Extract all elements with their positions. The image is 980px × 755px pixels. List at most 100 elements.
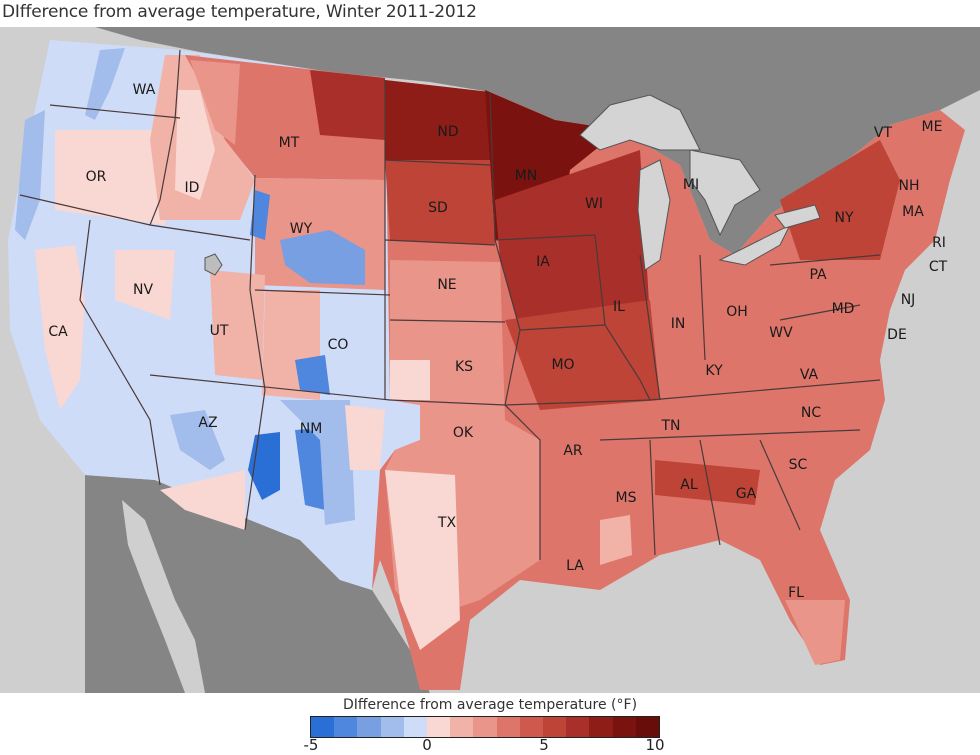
state-label-az: AZ [198,415,218,431]
region-co-cool [295,355,330,395]
state-label-ia: IA [536,254,550,270]
state-label-co: CO [327,337,349,353]
state-label-ut: UT [209,323,229,339]
legend-bin [589,717,613,737]
state-label-ar: AR [563,443,583,459]
legend-bin [543,717,567,737]
region-fl-south [785,600,845,665]
state-label-sd: SD [428,200,448,216]
legend-bin [427,717,451,737]
region-az-south [160,470,245,530]
state-label-nc: NC [800,405,822,421]
state-label-ga: GA [735,486,757,502]
legend-bin [496,717,520,737]
state-label-pa: PA [809,267,827,283]
map-canvas [8,27,980,693]
lake-michigan [637,159,671,271]
state-label-vt: VT [873,125,893,141]
state-label-ca: CA [48,324,68,340]
region-nm-cool [280,400,355,525]
state-label-wv: WV [769,325,793,341]
legend-bin [635,717,660,737]
state-label-ne: NE [437,277,457,293]
legend-bin [612,717,636,737]
state-label-sc: SC [788,457,808,473]
state-label-wa: WA [132,82,156,98]
state-label-nj: NJ [900,292,916,308]
lake-superior [579,94,701,151]
state-label-nd: ND [437,124,459,140]
legend-bin [334,717,358,737]
legend-tick-label: 10 [645,736,665,754]
state-label-ok: OK [452,425,474,441]
state-label-mo: MO [551,357,575,373]
state-label-al: AL [680,477,698,493]
gulf-of-california [122,500,205,693]
legend-bin [519,717,544,737]
state-label-wy: WY [289,221,313,237]
map-title: DIfference from average temperature, Win… [2,2,477,22]
state-label-ky: KY [705,363,723,379]
state-label-ri: RI [932,235,946,251]
legend-bin [380,717,404,737]
legend-bin [311,717,335,737]
region-ia-wi [495,150,650,330]
state-label-mi: MI [682,177,700,193]
state-borders [19,49,881,560]
lake-huron [689,149,761,237]
state-label-de: DE [887,327,907,343]
region-or-coast [15,110,45,240]
state-label-ks: KS [454,359,474,375]
state-label-tn: TN [661,418,681,434]
state-label-la: LA [566,558,584,574]
region-cascades [85,48,125,120]
state-label-fl: FL [788,585,804,601]
state-label-id: ID [184,180,200,196]
state-label-nh: NH [898,178,920,194]
legend-bin [357,717,381,737]
state-label-nv: NV [132,282,154,298]
state-label-va: VA [799,367,819,383]
state-label-mt: MT [278,135,300,151]
legend-tick-label: 5 [539,736,549,754]
lake-ontario [774,204,821,229]
region-id-inner [175,90,215,200]
legend-tick-label: 0 [422,736,432,754]
state-label-nm: NM [299,421,323,437]
temperature-anomaly-map: WA OR ID MT WY NV CA UT CO AZ NM ND SD NE KS OK TX MN IA MO… [0,27,980,693]
state-label-oh: OH [726,304,748,320]
region-ks-west [390,360,430,400]
great-salt-lake [204,253,223,276]
legend-tick-label: -5 [303,736,319,754]
region-nm-east [345,405,385,470]
state-label-ct: CT [928,259,948,275]
legend-colorbar [310,716,660,738]
state-label-md: MD [831,301,855,317]
state-label-wi: WI [585,196,603,212]
region-sd [385,160,495,245]
state-label-tx: TX [437,515,457,531]
region-tx-west [385,470,460,650]
legend-bin [403,717,428,737]
region-mt-ne [310,70,385,140]
state-label-mn: MN [514,168,538,184]
state-label-il: IL [613,299,625,315]
region-mo-il [505,300,660,410]
region-wy-west [250,190,270,240]
region-or-interior [55,130,170,225]
state-label-ny: NY [834,210,854,226]
region-ms-light [600,515,632,565]
state-label-in: IN [670,316,686,332]
region-nm-cold [295,428,325,510]
region-nv-north [115,250,175,320]
state-label-ma: MA [902,204,924,220]
canada-landmass [95,27,980,255]
state-label-or: OR [85,169,107,185]
region-mt-west [190,60,240,145]
state-label-ms: MS [615,490,637,506]
lake-erie [718,223,792,266]
state-label-me: ME [921,119,943,135]
region-nd [385,80,490,160]
region-wy-cool [280,230,365,285]
region-northeast [780,140,900,260]
